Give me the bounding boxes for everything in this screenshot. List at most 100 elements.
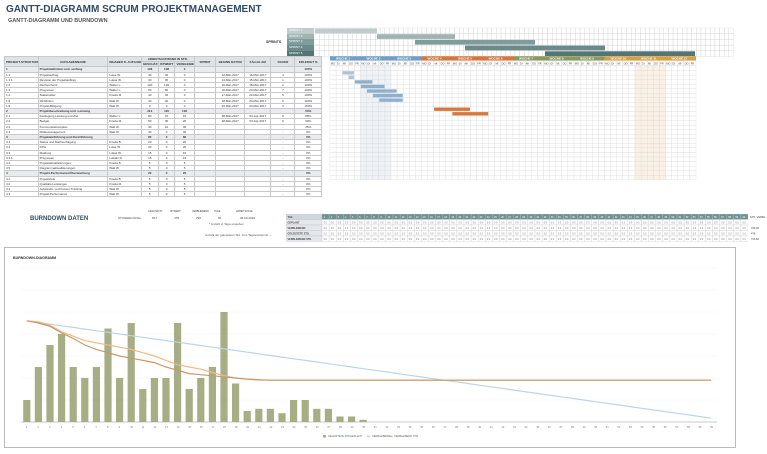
task-cell-dur: - — [270, 165, 296, 172]
sprint-cell — [649, 44, 655, 51]
gantt-cell — [494, 97, 501, 103]
gantt-cell — [421, 125, 428, 130]
gantt-cell — [647, 115, 654, 121]
sprint-cell — [589, 27, 595, 34]
gantt-cell — [610, 175, 617, 180]
gantt-cell — [604, 111, 611, 117]
gantt-cell — [506, 93, 514, 98]
gantt-cell — [427, 134, 434, 139]
gantt-cell — [366, 170, 373, 176]
x-tick-label: 50 — [594, 425, 597, 429]
gantt-cell — [579, 165, 587, 171]
gantt-cell — [433, 111, 440, 117]
gantt-cell — [329, 129, 337, 135]
gantt-cell — [683, 120, 691, 126]
gantt-cell — [647, 161, 654, 167]
sprint-cell — [398, 39, 404, 46]
gantt-cell — [506, 79, 514, 85]
gantt-cell — [378, 70, 386, 76]
sprint-cell — [412, 27, 418, 34]
gantt-cell — [342, 125, 349, 130]
sprint-cell — [598, 39, 604, 46]
task-row: 1.4 Stakeholder Frieda M. 40 40 0 17-Mär-2017 2… — [4, 92, 322, 99]
gantt-cell — [427, 125, 434, 130]
task-cell-act: 0 — [157, 191, 176, 198]
gantt-cell — [360, 125, 367, 130]
gantt-cell — [384, 111, 392, 117]
gantt-cell — [372, 120, 379, 126]
day-cell-value: 0.0 — [501, 227, 505, 230]
gantt-cell — [592, 84, 599, 89]
sprint-cell — [644, 27, 650, 34]
gantt-cell — [342, 129, 349, 135]
gantt-cell — [457, 79, 465, 85]
sprint-cell — [445, 44, 450, 51]
day-cell-value: 0.0 — [544, 233, 548, 236]
gantt-cell — [506, 143, 514, 149]
sprint-cell — [458, 44, 464, 51]
gantt-cell — [482, 84, 489, 89]
weekday-label: MO — [422, 62, 426, 66]
gantt-cell — [464, 93, 471, 98]
day-cell-value: 0.0 — [530, 227, 534, 230]
gantt-cell — [354, 138, 361, 144]
gantt-cell — [567, 102, 575, 108]
gantt-cell — [512, 74, 520, 80]
day-cell-value: 0.0 — [388, 222, 392, 225]
sprint-cell — [724, 44, 730, 51]
gantt-bar — [434, 107, 470, 111]
gantt-cell — [366, 129, 373, 135]
weekday-label: MO — [331, 62, 335, 66]
x-tick-label: 1 — [26, 425, 28, 429]
gantt-cell — [439, 165, 447, 171]
sprint-cell — [682, 39, 688, 46]
gantt-cell — [366, 65, 373, 71]
gantt-cell — [488, 120, 495, 126]
gantt-cell — [604, 125, 611, 130]
x-tick-label: 54 — [641, 425, 644, 429]
gantt-cell — [372, 161, 379, 167]
gantt-cell — [665, 79, 672, 85]
sprint-cell — [379, 44, 385, 51]
task-cell-pct: 100% — [294, 71, 322, 78]
gantt-cell — [518, 79, 526, 85]
gantt-cell — [640, 147, 648, 153]
day-cell-value: 0.0 — [345, 222, 349, 225]
gantt-cell — [378, 120, 386, 126]
gantt-cell — [378, 134, 386, 139]
gantt-cell — [579, 125, 587, 130]
day-cell-value: 0.0 — [735, 227, 739, 230]
gantt-cell — [494, 106, 501, 112]
sprint-cell — [570, 33, 576, 40]
gantt-cell — [403, 161, 410, 167]
x-tick-label: 10 — [130, 425, 133, 429]
day-cell-value: 0.0 — [444, 227, 448, 230]
gantt-cell — [683, 147, 691, 153]
day-cell-value: 0.0 — [707, 238, 711, 241]
gantt-cell — [403, 65, 410, 71]
gantt-cell — [506, 165, 514, 171]
day-cell-value: 0.0 — [388, 238, 392, 241]
gantt-cell — [586, 147, 593, 153]
weekday-label: FR — [599, 62, 603, 66]
gantt-cell — [482, 79, 489, 85]
gantt-cell — [598, 134, 605, 139]
day-cell-value: 27 — [508, 216, 511, 219]
gantt-cell — [457, 175, 465, 180]
gantt-cell — [409, 120, 416, 126]
sprint-cell — [658, 33, 664, 40]
day-cell-value: 15 — [423, 216, 426, 219]
day-cell-value: 0.0 — [700, 222, 704, 225]
gantt-cell — [604, 156, 611, 162]
sprint-cell — [454, 44, 460, 51]
gantt-cell — [689, 106, 697, 112]
gantt-cell — [610, 70, 617, 76]
sprint-cell — [533, 50, 539, 57]
task-cell-pct: 100% — [294, 66, 322, 73]
gantt-cell — [421, 138, 428, 144]
weekday-label: FR — [416, 62, 420, 66]
gantt-cell — [470, 156, 477, 162]
sprint-cell — [668, 39, 674, 46]
gantt-cell — [494, 111, 501, 117]
gantt-cell — [348, 102, 355, 108]
